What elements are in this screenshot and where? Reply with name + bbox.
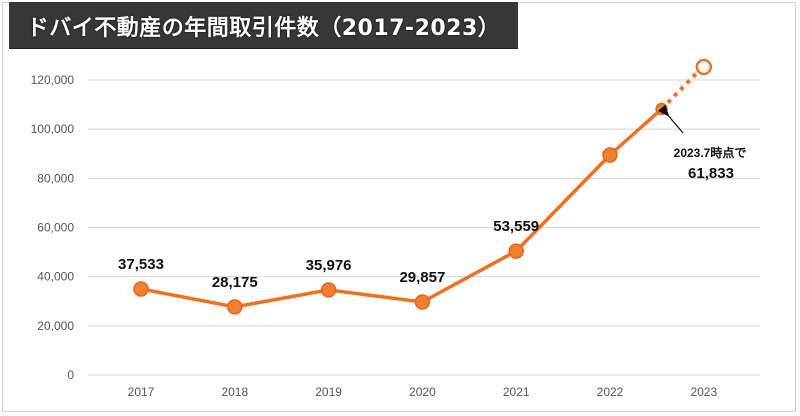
x-tick-label: 2022 [597,385,624,399]
y-tick-label: 40,000 [37,270,74,284]
x-tick-label: 2023 [690,385,717,399]
data-label: 37,533 [118,256,164,273]
data-point [602,147,618,163]
data-label: 53,559 [493,218,539,235]
data-point [133,281,149,297]
x-tick-label: 2018 [221,385,248,399]
data-label: 35,976 [306,257,352,274]
projection-line [660,70,700,111]
x-tick-label: 2021 [503,385,530,399]
chart-title: ドバイ不動産の年間取引件数（2017-2023） [26,16,501,41]
x-tick-label: 2017 [128,385,155,399]
data-point [320,282,337,298]
projection-end-marker [695,58,713,76]
y-tick-label: 100,000 [31,122,75,136]
y-tick-label: 120,000 [31,73,75,87]
x-tick-label: 2019 [315,385,342,399]
annotation-date: 2023.7時点で [674,145,747,160]
y-tick-label: 80,000 [37,171,74,185]
data-point [227,299,243,315]
data-label: 28,175 [212,274,258,291]
x-tick-label: 2020 [409,385,436,399]
data-point [655,102,668,116]
annotation-value: 61,833 [688,165,734,182]
data-point [508,243,524,259]
chart-title-bar: ドバイ不動産の年間取引件数（2017-2023） [9,2,518,49]
y-tick-label: 60,000 [37,221,74,235]
y-tick-label: 20,000 [37,319,74,333]
data-point [414,294,431,310]
annotation-arrow [657,104,684,134]
y-tick-label: 0 [67,368,74,382]
data-label: 29,857 [399,269,445,286]
